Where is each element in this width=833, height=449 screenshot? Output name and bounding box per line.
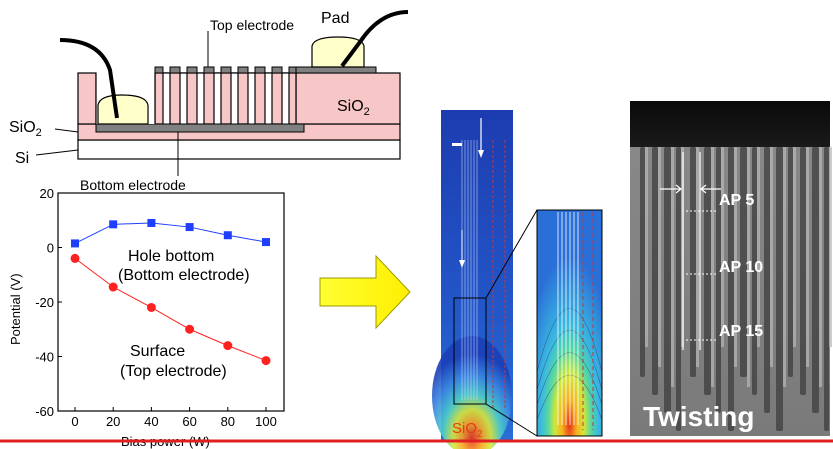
data-point: [262, 238, 270, 247]
wire-left: [59, 38, 119, 119]
series-line: [74, 257, 267, 362]
data-point: [108, 282, 118, 292]
label-pad: Pad: [321, 10, 349, 27]
plot-frame: [57, 192, 285, 412]
y-tick-label: -20: [35, 295, 54, 310]
sem-label-ap5: AP 5: [719, 192, 754, 209]
data-point: [146, 302, 156, 312]
x-tick-label: 0: [71, 414, 78, 429]
x-tick-label: 80: [221, 414, 235, 429]
series-line: [74, 222, 267, 244]
y-tick-label: 0: [47, 241, 54, 256]
sem-label-ap10: AP 10: [719, 259, 763, 276]
sem-image: AP 5 AP 10 AP 15 Twisting: [630, 101, 832, 436]
y-tick-label: 20: [40, 186, 54, 201]
bottom-electrode: [95, 123, 305, 133]
device-schematic: Top electrode Pad SiO2 SiO2 Si Bottom el…: [9, 10, 409, 193]
data-point: [147, 218, 156, 227]
y-tick-label: -60: [35, 404, 54, 419]
wire-right: [340, 10, 409, 68]
y-axis-label: Potential (V): [8, 273, 23, 345]
data-point: [223, 341, 233, 351]
sio2-left-pillar: [77, 72, 97, 125]
series-label-surface-sub: (Top electrode): [120, 363, 227, 380]
data-point: [109, 220, 118, 229]
x-tick-label: 100: [255, 414, 277, 429]
data-point: [261, 356, 271, 366]
data-point: [71, 239, 79, 248]
top-electrode: [154, 66, 377, 74]
label-bottom-electrode: Bottom electrode: [80, 177, 186, 193]
series-label-hole-bottom-sub: (Bottom electrode): [118, 267, 250, 284]
chart-series: [70, 218, 271, 366]
series-label-surface: Surface: [130, 343, 185, 360]
simulation-zoom: [536, 209, 603, 437]
simulation-image: SiO2: [432, 110, 538, 449]
label-si: Si: [15, 150, 29, 167]
data-point: [70, 253, 80, 263]
sio2-comb: [154, 72, 297, 125]
si-layer: [77, 139, 401, 160]
x-tick-label: 60: [182, 414, 196, 429]
label-sio2-sim: SiO2: [452, 420, 483, 440]
data-point: [185, 223, 194, 232]
label-sio2-left: SiO2: [9, 119, 42, 139]
x-tick-label: 20: [106, 414, 120, 429]
x-tick-label: 40: [144, 414, 158, 429]
zoom-box: [453, 297, 487, 405]
label-top-electrode: Top electrode: [210, 17, 294, 33]
data-point: [223, 231, 232, 240]
pad: [311, 36, 365, 68]
potential-chart: 0 20 40 60 80 100 20 0 -20 -40 -60 Hole bottom (Bo…: [8, 186, 285, 449]
data-point: [185, 324, 195, 334]
sem-caption: Twisting: [643, 401, 754, 432]
sem-label-ap15: AP 15: [719, 323, 763, 340]
right-arrow: [319, 254, 411, 330]
sio2-right-block: [295, 72, 401, 125]
series-label-hole-bottom: Hole bottom: [128, 248, 214, 265]
y-tick-label: -40: [35, 350, 54, 365]
label-sio2-right: SiO2: [337, 98, 370, 118]
left-bond: [97, 94, 149, 125]
chart-ticks: 0 20 40 60 80 100 20 0 -20 -40 -60: [35, 186, 277, 429]
